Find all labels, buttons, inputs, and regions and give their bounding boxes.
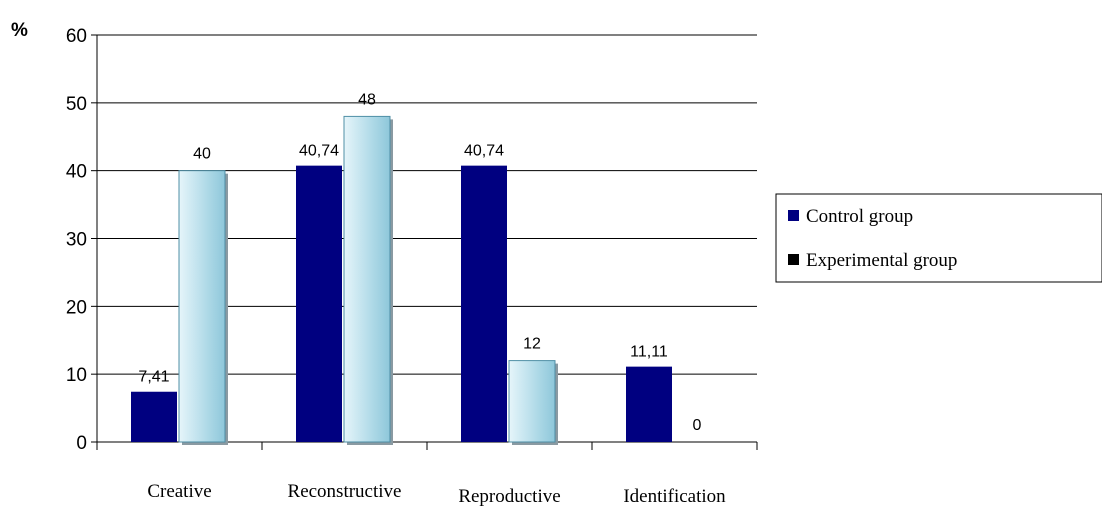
- labels: 0 10 20 30 40 50 60 Creative Reconstructive Repro…: [66, 26, 726, 507]
- data-label-control-group: 40,74: [464, 143, 504, 160]
- data-label-experimental-group: 48: [358, 91, 376, 108]
- y-axis-unit-label: %: [11, 20, 28, 41]
- legend-marker: [788, 210, 799, 221]
- legend-marker: [788, 254, 799, 265]
- data-label-experimental-group: 12: [523, 336, 541, 353]
- y-tick-label: 10: [66, 365, 87, 386]
- bar-experimental-group: [343, 115, 391, 443]
- data-label-experimental-group: 0: [693, 417, 702, 434]
- bar-control-group: [626, 366, 672, 442]
- legend-entry: Control group: [806, 206, 913, 227]
- y-tick-label: 50: [66, 94, 87, 115]
- y-tick-label: 60: [66, 26, 87, 47]
- data-label-control-group: 11,11: [630, 344, 668, 361]
- data-label-experimental-group: 40: [193, 146, 211, 163]
- y-tick-label: 40: [66, 162, 87, 183]
- y-tick-label: 0: [76, 433, 87, 454]
- x-category-label: Identification: [623, 486, 726, 507]
- bar-control-group: [461, 165, 507, 442]
- bar-control-group: [296, 165, 342, 442]
- bar-control-group: [131, 391, 177, 442]
- bars: [131, 115, 672, 446]
- legend: Control group Experimental group: [775, 193, 1102, 283]
- bar-experimental-group: [178, 170, 226, 443]
- bar-experimental-group: [508, 360, 556, 443]
- data-label-control-group: 40,74: [299, 143, 339, 160]
- legend-entry: Experimental group: [806, 250, 957, 271]
- data-label-control-group: 7,41: [138, 369, 169, 386]
- y-tick-label: 30: [66, 230, 87, 251]
- y-tick-label: 20: [66, 297, 87, 318]
- x-category-label: Reproductive: [458, 486, 560, 507]
- x-category-label: Reconstructive: [288, 481, 402, 502]
- x-category-label: Creative: [147, 481, 211, 502]
- legend-box: [775, 193, 1102, 283]
